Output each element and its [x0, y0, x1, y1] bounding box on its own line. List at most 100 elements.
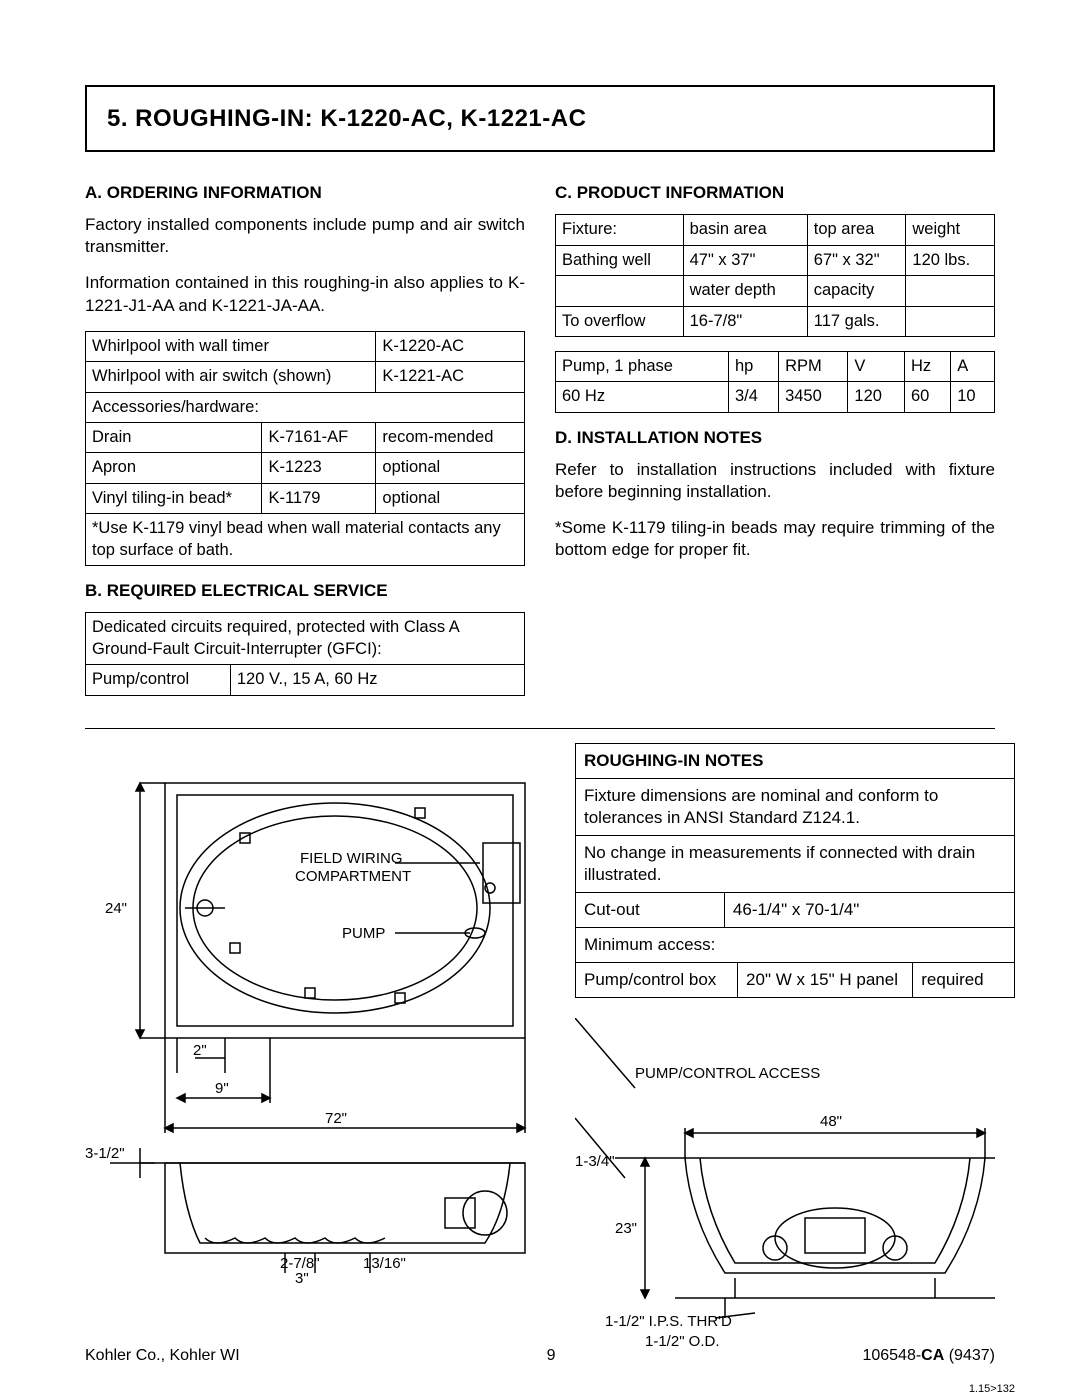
diagram-area: 24" FIELD WIRING COMPARTMENT PUMP 2" 9" … — [85, 743, 555, 1397]
cell: Pump/control — [86, 665, 231, 695]
cell: *Use K-1179 vinyl bead when wall materia… — [86, 514, 525, 566]
cell: hp — [728, 352, 778, 382]
note-row: Minimum access: — [576, 928, 1014, 963]
section-c-heading: C. PRODUCT INFORMATION — [555, 182, 995, 204]
roughing-notes-heading: ROUGHING-IN NOTES — [576, 744, 1014, 779]
cell: K-7161-AF — [262, 422, 376, 452]
dim-48: 48" — [820, 1113, 842, 1130]
dim-9: 9" — [215, 1080, 229, 1097]
label-pump: PUMP — [342, 925, 385, 942]
cell: optional — [376, 483, 525, 513]
section-d-para2: *Some K-1179 tiling-in beads may require… — [555, 517, 995, 561]
cell: Whirlpool with air switch (shown) — [86, 362, 376, 392]
cell: 120 lbs. — [906, 245, 995, 275]
page-title: 5. ROUGHING-IN: K-1220-AC, K-1221-AC — [107, 103, 973, 134]
cell: weight — [906, 215, 995, 245]
cell: 120 — [848, 382, 905, 412]
dim-13-16: 13/16" — [363, 1255, 406, 1272]
cell: Drain — [86, 422, 262, 452]
cell: 117 gals. — [807, 306, 906, 336]
cell — [556, 276, 684, 306]
cell: 67" x 32" — [807, 245, 906, 275]
cell: 3/4 — [728, 382, 778, 412]
cell: optional — [376, 453, 525, 483]
footer-center: 9 — [547, 1346, 556, 1367]
cell: RPM — [779, 352, 848, 382]
cell: K-1221-AC — [376, 362, 525, 392]
footer-left: Kohler Co., Kohler WI — [85, 1346, 240, 1367]
cell: 60 — [904, 382, 950, 412]
cell: K-1223 — [262, 453, 376, 483]
cell: Hz — [904, 352, 950, 382]
ordering-table: Whirlpool with wall timerK-1220-AC Whirl… — [85, 331, 525, 567]
cell: 16-7/8" — [683, 306, 807, 336]
cell — [906, 276, 995, 306]
label-ips: 1-1/2" I.P.S. THR'D — [605, 1313, 732, 1330]
upper-columns: A. ORDERING INFORMATION Factory installe… — [85, 182, 995, 709]
cell: top area — [807, 215, 906, 245]
lower-section: 24" FIELD WIRING COMPARTMENT PUMP 2" 9" … — [85, 743, 995, 1397]
divider — [85, 728, 995, 729]
cell: K-1179 — [262, 483, 376, 513]
dim-72: 72" — [325, 1110, 347, 1127]
notes-column: ROUGHING-IN NOTES Fixture dimensions are… — [575, 743, 1015, 1397]
cell: Fixture: — [556, 215, 684, 245]
cell: Vinyl tiling-in bead* — [86, 483, 262, 513]
cell: required — [913, 963, 1014, 997]
product-table-1: Fixture:basin areatop areaweight Bathing… — [555, 214, 995, 337]
roughing-notes-box: ROUGHING-IN NOTES Fixture dimensions are… — [575, 743, 1015, 999]
cell: Dedicated circuits required, protected w… — [86, 613, 525, 665]
note-row: Fixture dimensions are nominal and confo… — [576, 779, 1014, 836]
cell: capacity — [807, 276, 906, 306]
product-table-2: Pump, 1 phasehpRPMVHzA 60 Hz3/4345012060… — [555, 351, 995, 413]
section-d-para1: Refer to installation instructions inclu… — [555, 459, 995, 503]
cell: Apron — [86, 453, 262, 483]
title-box: 5. ROUGHING-IN: K-1220-AC, K-1221-AC — [85, 85, 995, 152]
cell: 47" x 37" — [683, 245, 807, 275]
top-view-diagram: 24" FIELD WIRING COMPARTMENT PUMP 2" 9" … — [85, 743, 555, 1283]
end-view-diagram: PUMP/CONTROL ACCESS 48" 1-3/4" 23" 1-1/2… — [575, 1018, 1015, 1378]
cell: 46-1/4" x 70-1/4" — [725, 893, 1014, 927]
right-column: C. PRODUCT INFORMATION Fixture:basin are… — [555, 182, 995, 709]
cell: Pump, 1 phase — [556, 352, 729, 382]
label-field-wiring: FIELD WIRING — [300, 850, 403, 867]
small-code: 1.15>132 — [575, 1382, 1015, 1396]
cell — [906, 306, 995, 336]
cell: Pump/control box — [576, 963, 738, 997]
note-row: Pump/control box 20" W x 15" H panel req… — [576, 963, 1014, 997]
cell: 3450 — [779, 382, 848, 412]
page: 5. ROUGHING-IN: K-1220-AC, K-1221-AC A. … — [0, 0, 1080, 1397]
section-a-para1: Factory installed components include pum… — [85, 214, 525, 258]
cell: Bathing well — [556, 245, 684, 275]
section-a-para2: Information contained in this roughing-i… — [85, 272, 525, 316]
cell: 120 V., 15 A, 60 Hz — [230, 665, 524, 695]
electrical-table: Dedicated circuits required, protected w… — [85, 612, 525, 695]
footer-right: 106548-CA (9437) — [862, 1346, 995, 1367]
cell: 20" W x 15" H panel — [738, 963, 913, 997]
section-b-heading: B. REQUIRED ELECTRICAL SERVICE — [85, 580, 525, 602]
cell: K-1220-AC — [376, 331, 525, 361]
note-row: No change in measurements if connected w… — [576, 836, 1014, 893]
dim-23: 23" — [615, 1220, 637, 1237]
dim-3-12: 3-1/2" — [85, 1145, 125, 1162]
page-footer: Kohler Co., Kohler WI 9 106548-CA (9437) — [85, 1346, 995, 1367]
cell: 60 Hz — [556, 382, 729, 412]
label-pump-access: PUMP/CONTROL ACCESS — [635, 1065, 820, 1082]
cell: Accessories/hardware: — [86, 392, 525, 422]
cell: recom-mended — [376, 422, 525, 452]
cell: 10 — [951, 382, 995, 412]
cell: To overflow — [556, 306, 684, 336]
dim-1-34: 1-3/4" — [575, 1153, 615, 1170]
cell: A — [951, 352, 995, 382]
cell: basin area — [683, 215, 807, 245]
section-a-heading: A. ORDERING INFORMATION — [85, 182, 525, 204]
section-d-heading: D. INSTALLATION NOTES — [555, 427, 995, 449]
cell: V — [848, 352, 905, 382]
cell: Whirlpool with wall timer — [86, 331, 376, 361]
cell: water depth — [683, 276, 807, 306]
label-compartment: COMPARTMENT — [295, 868, 411, 885]
left-column: A. ORDERING INFORMATION Factory installe… — [85, 182, 525, 709]
dim-24: 24" — [105, 900, 127, 917]
note-row: Cut-out 46-1/4" x 70-1/4" — [576, 893, 1014, 928]
dim-2: 2" — [193, 1042, 207, 1059]
